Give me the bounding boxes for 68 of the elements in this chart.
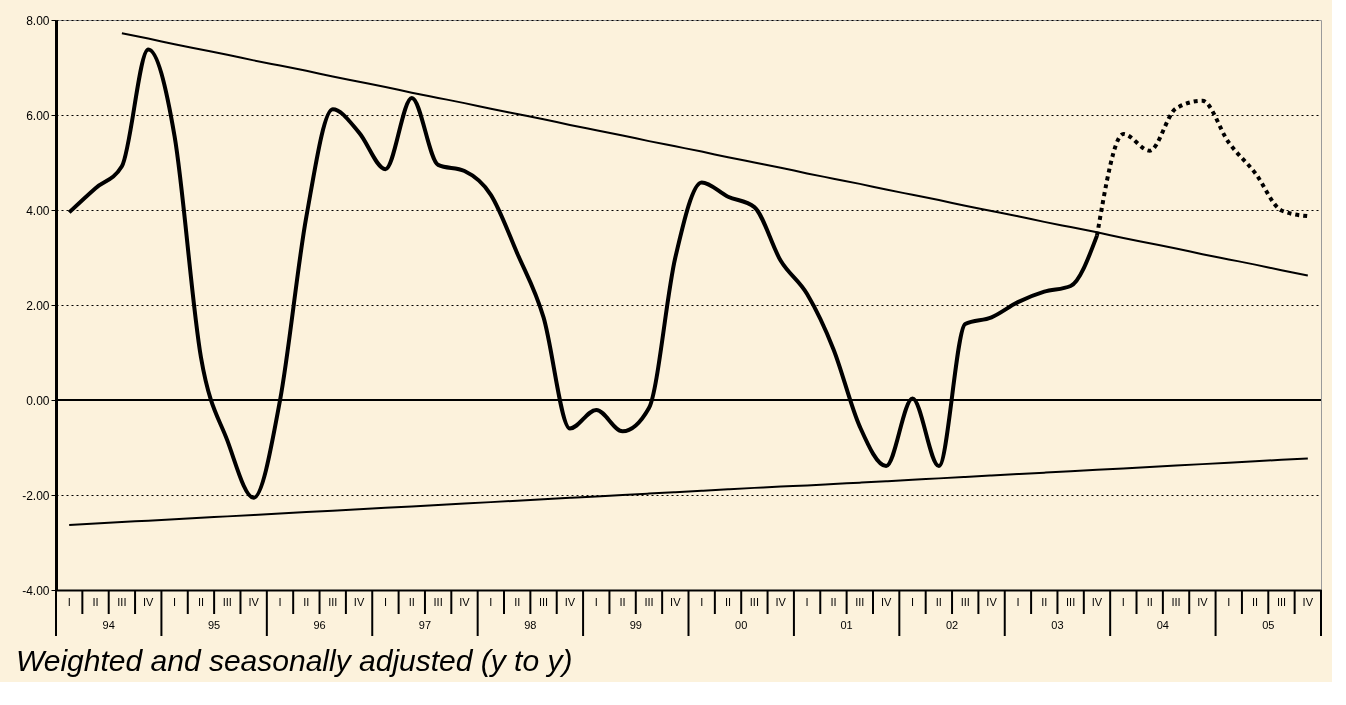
x-tick-label: IV bbox=[986, 596, 998, 608]
x-tick-label: II bbox=[935, 596, 942, 608]
x-tick-label: I bbox=[805, 596, 809, 608]
y-tick-label: -4.00 bbox=[22, 583, 50, 598]
x-tick-label: II bbox=[830, 596, 837, 608]
x-tick-label: I bbox=[1016, 596, 1020, 608]
x-tick-label: I bbox=[910, 596, 915, 608]
text: 95 bbox=[208, 619, 221, 631]
x-tick-label: II bbox=[197, 596, 205, 608]
text: 98 bbox=[524, 619, 537, 631]
x-tick-label: III bbox=[644, 596, 654, 608]
x-tick-label: I bbox=[1227, 596, 1231, 608]
x-tick-label: II bbox=[408, 596, 415, 608]
text: 02 bbox=[945, 619, 959, 631]
x-tick-label: III bbox=[960, 596, 970, 608]
x-tick-label: II bbox=[1252, 596, 1259, 608]
x-tick-label: IV bbox=[670, 596, 682, 608]
y-tick-label: 4.00 bbox=[26, 203, 50, 218]
y-tick-label: 8.00 bbox=[26, 13, 50, 28]
x-tick-label: III bbox=[222, 596, 232, 608]
x-tick-label: I bbox=[173, 596, 177, 608]
x-tick-label: II bbox=[514, 596, 521, 608]
x-tick-label: I bbox=[1121, 596, 1125, 608]
x-tick-label: IV bbox=[1197, 596, 1209, 608]
x-tick-label: II bbox=[303, 596, 310, 608]
y-tick-label: 6.00 bbox=[26, 108, 50, 123]
x-tick-label: I bbox=[594, 596, 598, 608]
x-tick-label: III bbox=[855, 596, 865, 608]
x-tick-label: I bbox=[700, 596, 704, 608]
text: 01 bbox=[840, 619, 853, 631]
text: 99 bbox=[629, 619, 642, 631]
x-tick-label: IV bbox=[459, 596, 471, 608]
x-tick-label: I bbox=[278, 596, 282, 608]
x-tick-label: II bbox=[619, 596, 626, 608]
x-tick-label: IV bbox=[564, 596, 576, 608]
y-tick-label: 0.00 bbox=[26, 393, 50, 408]
x-tick-label: III bbox=[433, 596, 443, 608]
x-tick-label: I bbox=[383, 596, 387, 608]
text: 97 bbox=[418, 619, 432, 631]
x-tick-label: III bbox=[1171, 596, 1181, 608]
x-tick-label: IV bbox=[880, 596, 893, 608]
x-tick-label: III bbox=[328, 596, 338, 608]
text: 05 bbox=[1262, 619, 1275, 631]
x-tick-label: I bbox=[67, 596, 71, 608]
x-tick-label: IV bbox=[1091, 596, 1103, 608]
y-tick-label: -2.00 bbox=[22, 488, 50, 503]
x-tick-label: IV bbox=[775, 596, 787, 608]
text: 00 bbox=[735, 619, 748, 631]
x-tick-label: IV bbox=[143, 596, 155, 608]
x-tick-label: IV bbox=[248, 596, 260, 608]
x-tick-label: IV bbox=[1302, 596, 1314, 608]
x-tick-label: III bbox=[538, 596, 549, 608]
x-tick-label: III bbox=[1276, 596, 1287, 608]
text: 03 bbox=[1051, 619, 1064, 631]
text: 94 bbox=[102, 619, 115, 631]
x-tick-label: III bbox=[117, 596, 127, 608]
x-tick-label: II bbox=[1146, 596, 1153, 608]
text: 04 bbox=[1156, 619, 1169, 631]
x-tick-label: I bbox=[489, 596, 493, 608]
x-tick-label: II bbox=[92, 596, 99, 608]
x-tick-label: III bbox=[1066, 596, 1076, 608]
text: 96 bbox=[313, 619, 326, 631]
x-tick-label: II bbox=[724, 596, 732, 608]
x-tick-label: IV bbox=[353, 596, 365, 608]
text: Weighted and seasonally adjusted (y to y) bbox=[16, 644, 573, 677]
x-tick-label: II bbox=[1041, 596, 1048, 608]
y-tick-label: 2.00 bbox=[26, 298, 50, 313]
x-tick-label: III bbox=[749, 596, 759, 608]
